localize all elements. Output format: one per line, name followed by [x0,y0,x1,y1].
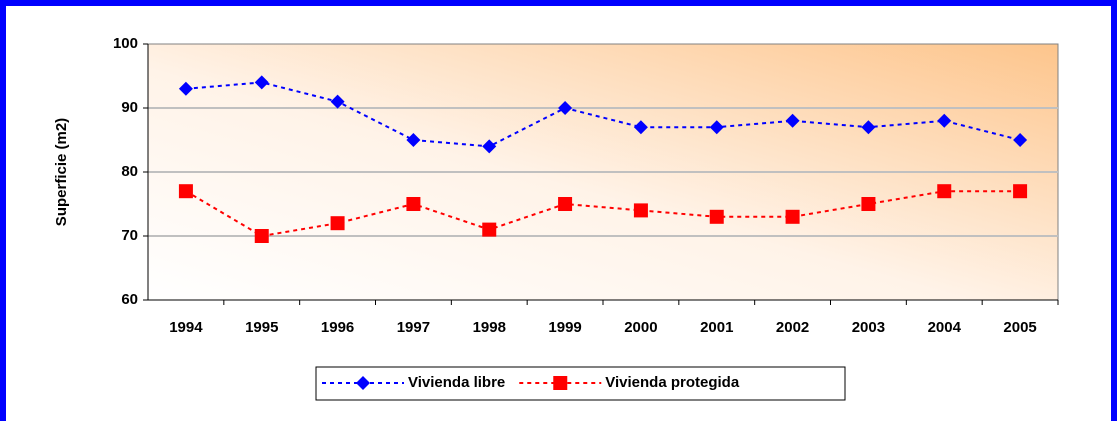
y-tick-label: 80 [121,163,138,180]
marker [482,222,497,237]
marker [1013,184,1028,199]
marker [861,120,876,135]
marker [558,101,573,115]
marker [330,94,345,109]
marker [861,197,876,211]
marker [709,120,724,135]
marker [482,139,497,154]
marker [937,113,952,128]
x-tick-label: 2002 [776,319,809,336]
marker [254,75,269,90]
marker [1013,133,1028,147]
marker [633,203,648,218]
marker [406,133,421,147]
marker [785,209,800,224]
y-axis-label: Superficie (m2) [53,118,70,226]
series [178,75,1028,243]
x-tick-label: 2000 [624,319,657,336]
x-tick-label: 1999 [548,319,581,336]
y-tick-label: 60 [121,291,138,308]
x-tick-label: 2004 [928,319,962,336]
x-tick-label: 1994 [169,319,203,336]
y-tick-label: 100 [113,35,138,52]
grid [143,43,1059,305]
marker [178,81,193,96]
marker [330,216,345,231]
y-tick-label: 70 [121,227,138,244]
marker [785,113,800,128]
marker [709,209,724,224]
legend [315,366,846,401]
marker [553,376,568,390]
marker [178,184,193,199]
marker [633,120,648,135]
x-tick-label: 1998 [473,319,506,336]
x-tick-label: 1995 [245,319,278,336]
marker [558,197,573,211]
x-tick-label: 1997 [397,319,430,336]
line [185,190,1021,238]
x-tick-label: 1996 [321,319,354,336]
marker [406,197,421,211]
marker [254,229,269,243]
marker [356,376,370,390]
y-tick-label: 90 [121,99,138,116]
legend-label: Vivienda libre [408,374,505,391]
marker [937,184,952,199]
x-tick-label: 2003 [852,319,885,336]
legend-items: Vivienda libre Vivienda protegida [322,374,740,391]
x-tick-label: 2005 [1003,319,1036,336]
legend-label: Vivienda protegida [605,374,740,391]
x-tick-label: 2001 [700,319,733,336]
